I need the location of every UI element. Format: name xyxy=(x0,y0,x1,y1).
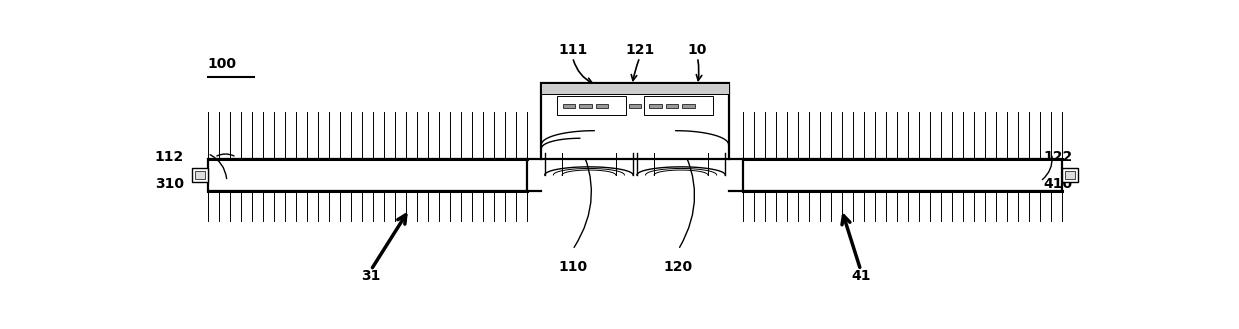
Text: 31: 31 xyxy=(362,269,380,283)
Bar xyxy=(1062,168,1078,182)
Bar xyxy=(628,104,642,108)
Text: 100: 100 xyxy=(208,57,237,71)
Text: 410: 410 xyxy=(1043,177,1072,191)
Bar xyxy=(681,104,695,108)
Bar xyxy=(580,104,592,108)
Bar xyxy=(1066,170,1074,179)
Text: 121: 121 xyxy=(626,43,654,57)
Bar xyxy=(208,159,528,191)
Bar xyxy=(665,104,678,108)
Text: 10: 10 xyxy=(688,43,707,57)
Text: 310: 310 xyxy=(155,177,183,191)
Bar xyxy=(563,104,575,108)
Bar xyxy=(541,83,729,159)
Bar xyxy=(192,168,208,182)
Text: 120: 120 xyxy=(664,260,693,274)
Bar xyxy=(643,96,712,115)
Text: 110: 110 xyxy=(558,260,587,274)
Text: 112: 112 xyxy=(155,150,183,164)
Bar xyxy=(541,83,729,94)
Bar xyxy=(196,170,204,179)
Bar xyxy=(558,96,627,115)
Bar xyxy=(742,159,1062,191)
Text: 122: 122 xyxy=(1043,150,1072,164)
Bar xyxy=(596,104,608,108)
Text: 41: 41 xyxy=(851,269,870,283)
Text: 111: 111 xyxy=(558,43,587,57)
Bar xyxy=(649,104,662,108)
